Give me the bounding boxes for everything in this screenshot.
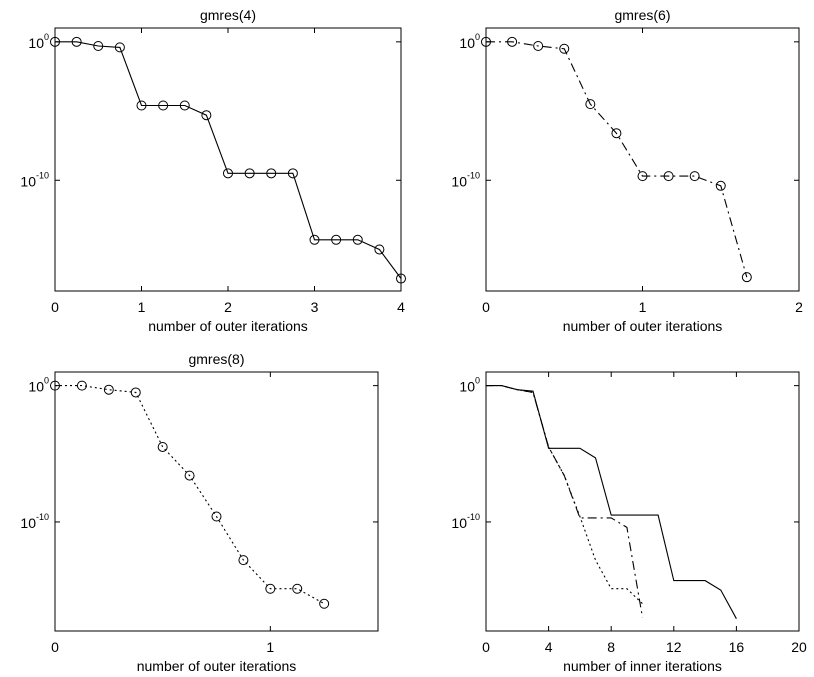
data-point (266, 168, 277, 179)
x-tick-label: 12 (666, 639, 682, 655)
data-point (130, 387, 141, 398)
data-point (184, 470, 195, 481)
data-point (265, 583, 276, 594)
y-tick-label: 10-10 (20, 512, 49, 531)
x-tick-label: 1 (266, 639, 274, 655)
data-point (201, 110, 212, 121)
y-tick-label: 10-10 (451, 170, 480, 189)
series-line-1 (486, 385, 737, 619)
x-tick-label: 16 (729, 639, 745, 655)
y-tick-label: 100 (28, 376, 49, 395)
series-line-1 (486, 41, 748, 278)
x-tick-label: 8 (607, 639, 615, 655)
x-tick-label: 0 (51, 639, 59, 655)
data-point (533, 40, 544, 51)
x-tick-label: 2 (795, 299, 803, 315)
data-point (585, 99, 596, 110)
chart-panel-1: gmres(4) 0 1 2 3 4 100 10-10 number of outer ite… (20, 7, 406, 334)
data-point (663, 171, 674, 182)
x-axis-label: number of inner iterations (563, 658, 722, 674)
data-point (715, 180, 726, 191)
y-tick-label: 10-10 (451, 512, 480, 531)
data-point (352, 234, 363, 245)
data-point (158, 100, 169, 111)
data-point (331, 234, 342, 245)
data-point (179, 100, 190, 111)
data-point (559, 43, 570, 54)
x-tick-label: 4 (545, 639, 553, 655)
x-tick-label: 1 (639, 299, 647, 315)
data-point (103, 384, 114, 395)
x-tick-label: 0 (51, 299, 59, 315)
data-point (223, 168, 233, 179)
y-tick-label: 100 (459, 376, 480, 395)
chart-title: gmres(8) (188, 351, 244, 367)
data-point (238, 555, 249, 566)
x-tick-label: 20 (791, 639, 807, 655)
data-point (287, 168, 298, 179)
series-line-3 (486, 385, 643, 605)
data-point (611, 128, 622, 139)
series-line-1 (55, 385, 325, 605)
x-tick-label: 1 (138, 299, 146, 315)
data-point (292, 583, 303, 594)
series-line-1 (55, 41, 402, 279)
data-point (507, 36, 518, 47)
axes-box (485, 371, 800, 632)
data-point (114, 42, 125, 53)
data-point (309, 234, 320, 245)
y-tick-label: 100 (459, 32, 480, 51)
x-tick-label: 0 (482, 299, 490, 315)
data-point (741, 272, 752, 283)
chart-title: gmres(4) (200, 7, 256, 23)
data-point (76, 380, 87, 391)
data-point (93, 40, 104, 51)
x-axis-label: number of outer iterations (148, 318, 308, 334)
data-point (481, 36, 491, 47)
chart-title: gmres(6) (614, 7, 670, 23)
x-tick-label: 0 (482, 639, 490, 655)
data-point (637, 171, 648, 182)
x-tick-label: 3 (311, 299, 319, 315)
data-point (244, 168, 255, 179)
axes-box (54, 371, 379, 632)
data-point (374, 244, 385, 255)
data-point (71, 36, 82, 47)
chart-panel-4: 0 4 8 12 16 20 100 10-10 number of inner iterati… (451, 371, 807, 674)
y-tick-label: 100 (28, 32, 49, 51)
x-tick-label: 2 (224, 299, 232, 315)
data-point (50, 380, 60, 391)
data-point (50, 36, 60, 47)
data-point (689, 171, 700, 182)
x-axis-label: number of outer iterations (137, 658, 297, 674)
x-axis-label: number of outer iterations (563, 318, 723, 334)
y-tick-label: 10-10 (20, 170, 49, 189)
data-point (211, 511, 222, 522)
x-tick-label: 4 (397, 299, 405, 315)
data-point (136, 100, 147, 111)
data-point (396, 273, 406, 284)
chart-panel-3: gmres(8) 0 1 100 10-10 number of outer iterat… (20, 351, 379, 674)
data-point (157, 441, 168, 452)
data-point (319, 598, 330, 609)
chart-panel-2: gmres(6) 0 1 2 100 10-10 number of outer itera… (451, 7, 803, 334)
